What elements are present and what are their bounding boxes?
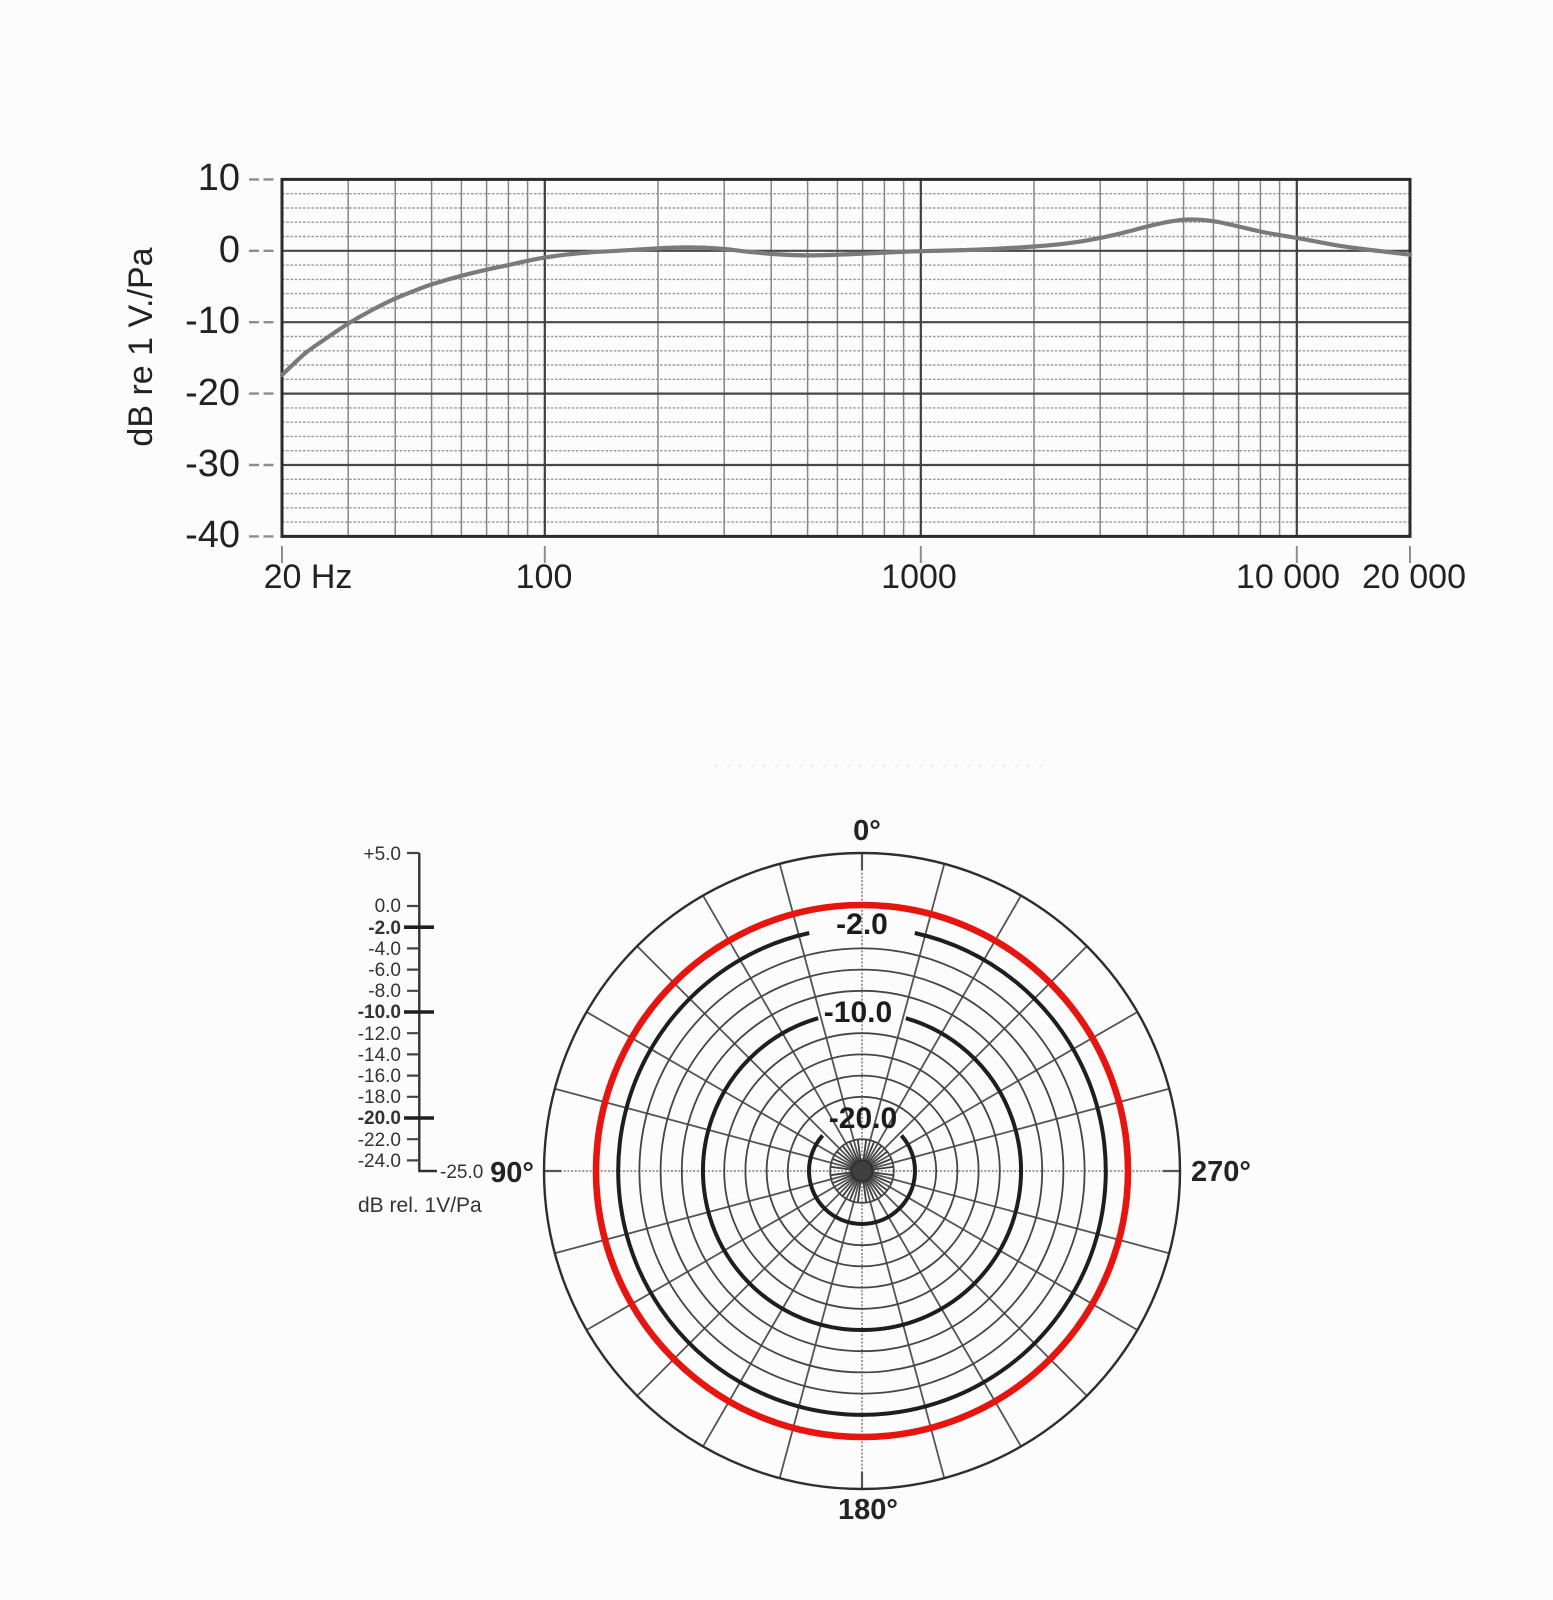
svg-text:-2.0: -2.0 — [368, 918, 401, 939]
svg-text:10: 10 — [198, 157, 240, 199]
svg-text:20 Hz: 20 Hz — [264, 558, 353, 596]
svg-text:-40: -40 — [185, 514, 240, 556]
svg-text:-10.0: -10.0 — [358, 1002, 401, 1023]
svg-text:-8.0: -8.0 — [368, 981, 401, 1002]
svg-text:-10: -10 — [185, 300, 240, 342]
svg-text:-2.0: -2.0 — [836, 908, 888, 941]
svg-text:-30: -30 — [185, 443, 240, 485]
svg-text:1000: 1000 — [881, 558, 957, 596]
svg-text:0.0: 0.0 — [375, 896, 401, 917]
svg-text:-20.0: -20.0 — [829, 1102, 897, 1135]
svg-text:dB re 1 V./Pa: dB re 1 V./Pa — [122, 247, 160, 446]
svg-text:10 000: 10 000 — [1236, 558, 1340, 596]
svg-text:-20.0: -20.0 — [358, 1108, 401, 1129]
svg-text:-18.0: -18.0 — [358, 1087, 401, 1108]
svg-text:dB rel. 1V/Pa: dB rel. 1V/Pa — [358, 1194, 482, 1217]
svg-text:-16.0: -16.0 — [358, 1066, 401, 1087]
svg-text:-14.0: -14.0 — [358, 1045, 401, 1066]
svg-text:20 000: 20 000 — [1362, 558, 1466, 596]
svg-text:-20: -20 — [185, 372, 240, 414]
svg-text:-24.0: -24.0 — [358, 1151, 401, 1172]
svg-text:-6.0: -6.0 — [368, 960, 401, 981]
svg-text:100: 100 — [516, 558, 573, 596]
svg-text:0°: 0° — [853, 815, 881, 847]
svg-text:-25.0: -25.0 — [440, 1162, 483, 1183]
svg-text:+5.0: +5.0 — [363, 844, 401, 865]
svg-text:0: 0 — [219, 229, 240, 271]
svg-text:-22.0: -22.0 — [358, 1130, 401, 1151]
svg-text:-4.0: -4.0 — [368, 939, 401, 960]
svg-text:-12.0: -12.0 — [358, 1024, 401, 1045]
svg-text:90°: 90° — [490, 1157, 534, 1189]
svg-text:180°: 180° — [838, 1494, 898, 1526]
svg-text:-10.0: -10.0 — [824, 996, 892, 1029]
svg-text:270°: 270° — [1191, 1156, 1251, 1188]
